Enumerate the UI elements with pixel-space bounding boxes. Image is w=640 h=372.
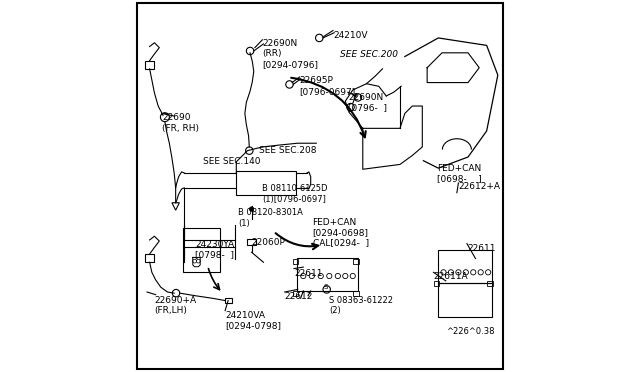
Bar (145, 61, 154, 69)
Text: 24210VA
[0294-0798]: 24210VA [0294-0798] (225, 311, 281, 330)
Text: 22611: 22611 (294, 269, 323, 278)
Text: ^226^0.38: ^226^0.38 (447, 327, 495, 336)
Text: 22690
(FR, RH): 22690 (FR, RH) (162, 113, 199, 133)
Circle shape (250, 207, 254, 211)
Bar (488, 281, 493, 286)
Text: 22612+A: 22612+A (458, 182, 500, 191)
Bar (236, 171, 296, 195)
Text: 22695P
[0796-0697]: 22695P [0796-0697] (300, 76, 356, 96)
Text: FED+CAN
[0698-    ]: FED+CAN [0698- ] (437, 164, 482, 183)
Text: 22690N
[0796-  ]: 22690N [0796- ] (348, 93, 387, 112)
Text: SEE SEC.140: SEE SEC.140 (203, 157, 260, 166)
Bar (293, 291, 298, 296)
Bar (438, 250, 492, 283)
Text: 22611A: 22611A (433, 272, 468, 280)
Bar (293, 259, 298, 264)
Bar (145, 254, 154, 262)
Text: S: S (323, 284, 328, 290)
Text: FED+CAN
[0294-0698]
CAL[0294-  ]: FED+CAN [0294-0698] CAL[0294- ] (312, 218, 369, 247)
Bar (225, 298, 232, 303)
Bar (438, 283, 492, 317)
Text: 24230YA
[0798-  ]: 24230YA [0798- ] (195, 240, 234, 259)
Text: B 08120-8301A
(1): B 08120-8301A (1) (238, 208, 303, 228)
Text: 24210V: 24210V (333, 31, 367, 39)
Text: 22612: 22612 (285, 292, 313, 301)
Text: 22690N
(RR)
[0294-0796]: 22690N (RR) [0294-0796] (262, 39, 318, 69)
Bar (183, 228, 220, 272)
Text: B 08110-6125D
(1)[0796-0697]: B 08110-6125D (1)[0796-0697] (262, 184, 328, 203)
Text: SEE SEC.200: SEE SEC.200 (340, 50, 399, 59)
Text: SEE SEC.208: SEE SEC.208 (259, 146, 316, 155)
Text: 22060P: 22060P (251, 238, 285, 247)
Bar (248, 239, 255, 245)
Bar (297, 258, 358, 291)
Bar (353, 291, 358, 296)
Text: 22611: 22611 (467, 244, 495, 253)
Text: S 08363-61222
(2): S 08363-61222 (2) (330, 296, 394, 315)
Bar (434, 281, 440, 286)
Bar (353, 259, 358, 264)
Text: 22690+A
(FR,LH): 22690+A (FR,LH) (154, 296, 196, 315)
